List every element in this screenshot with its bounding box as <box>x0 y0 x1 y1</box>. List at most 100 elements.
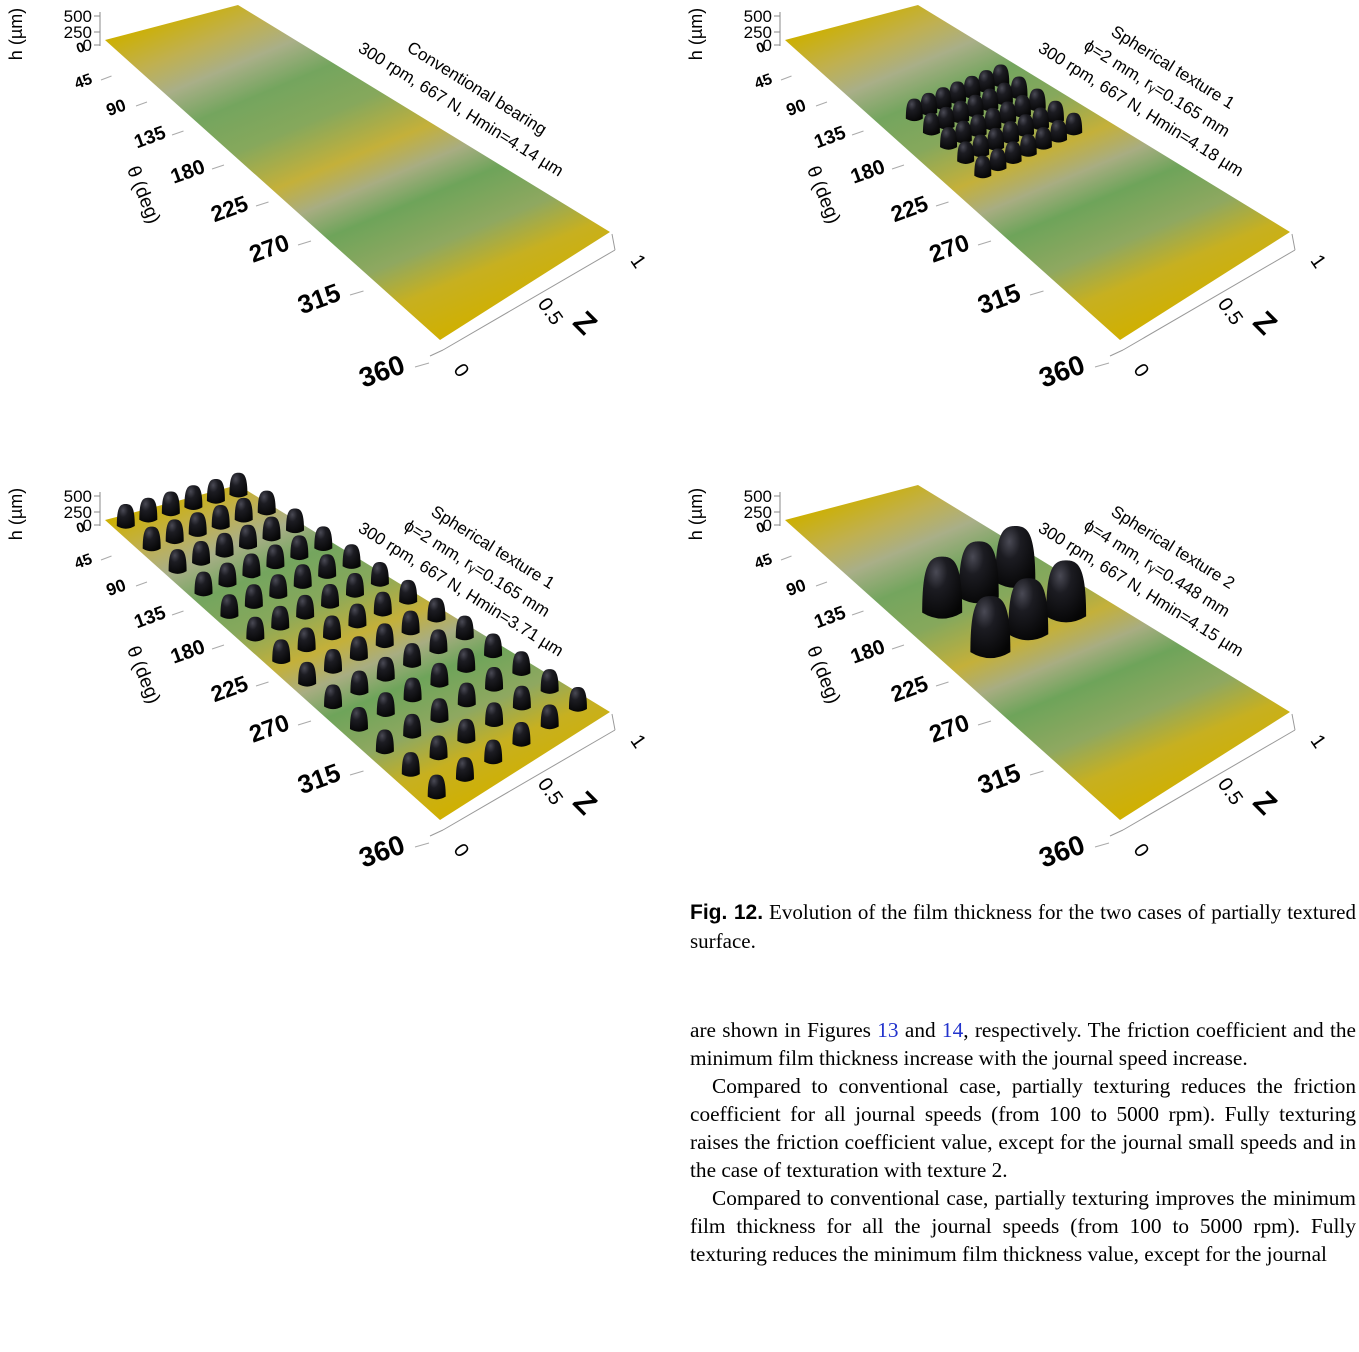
texture-bump <box>970 596 1011 659</box>
theta-tick-label: 45 <box>752 551 774 573</box>
texture-bump <box>430 698 449 723</box>
text: Compared to conventional case, partially… <box>690 1074 1356 1182</box>
theta-tick-label: 315 <box>294 279 344 320</box>
h-axis-label: h (µm) <box>6 8 26 60</box>
z-tick-label: 0.5 <box>533 294 567 329</box>
texture-bump <box>234 497 253 523</box>
theta-tick <box>1029 290 1044 296</box>
texture-bump <box>318 554 337 579</box>
theta-axis-end <box>1109 829 1124 837</box>
theta-tick-label: 270 <box>246 709 293 748</box>
texture-bump <box>1032 107 1050 131</box>
texture-bump <box>349 706 368 732</box>
texture-bump <box>1004 141 1022 164</box>
texture-bump <box>430 662 449 688</box>
z-axis-edge <box>611 233 616 251</box>
texture-bump <box>934 87 952 110</box>
texture-bump <box>512 651 531 676</box>
texture-bump <box>1028 88 1046 112</box>
z-tick-label: 0.5 <box>1213 294 1247 329</box>
theta-tick <box>297 720 312 726</box>
texture-bump <box>966 94 984 118</box>
texture-bump <box>403 713 422 739</box>
texture-bump <box>342 544 361 569</box>
text: and <box>898 1018 942 1042</box>
film-surface <box>105 5 610 340</box>
z-axis <box>442 729 616 831</box>
texture-bump <box>1017 114 1035 137</box>
texture-bump <box>403 643 422 668</box>
texture-bump <box>403 677 422 703</box>
theta-tick-label: 180 <box>168 155 208 188</box>
theta-tick-label: 180 <box>848 155 888 188</box>
texture-bump <box>165 519 184 545</box>
texture-bump <box>324 684 343 710</box>
texture-bump <box>485 666 504 692</box>
texture-bump <box>999 101 1017 125</box>
theta-tick-label: 45 <box>72 551 94 573</box>
theta-tick-label: 315 <box>974 759 1024 800</box>
texture-bump <box>139 497 158 523</box>
texture-bump <box>1013 95 1031 118</box>
texture-bump <box>298 661 317 687</box>
texture-bump <box>987 127 1005 151</box>
theta-tick-label: 360 <box>1035 349 1089 394</box>
theta-tick-label: 225 <box>888 671 932 707</box>
h-axis-label: h (µm) <box>686 8 706 60</box>
texture-bump <box>485 702 504 728</box>
texture-bump <box>957 141 975 164</box>
texture-bump <box>512 722 531 747</box>
z-axis <box>1122 249 1296 351</box>
texture-bump <box>969 114 987 137</box>
texture-bump <box>974 155 992 179</box>
texture-bump <box>242 553 261 579</box>
theta-tick <box>1094 362 1110 368</box>
theta-tick-label: 135 <box>812 602 849 633</box>
texture-bump <box>376 656 395 682</box>
texture-bump <box>922 556 963 619</box>
texture-bump <box>142 526 161 552</box>
body-text: are shown in Figures 13 and 14, respecti… <box>690 1016 1356 1352</box>
texture-bump <box>1010 76 1028 100</box>
texture-bump <box>457 682 476 708</box>
h-tick-label: 250 <box>744 503 772 522</box>
theta-tick <box>255 201 269 207</box>
figure-link[interactable]: 14 <box>941 1018 964 1042</box>
theta-axis-label: θ (deg) <box>802 163 844 227</box>
z-tick-label: 1 <box>626 731 650 753</box>
texture-bump <box>297 627 316 653</box>
h-tick-label: 500 <box>744 487 772 506</box>
film-surface <box>785 485 1290 820</box>
z-tick-label: 0 <box>1129 840 1153 862</box>
texture-bump <box>220 594 239 619</box>
paragraph: Compared to conventional case, partially… <box>690 1184 1356 1268</box>
theta-tick-label: 225 <box>208 191 252 227</box>
texture-bump <box>989 148 1007 172</box>
theta-tick-label: 270 <box>926 709 973 748</box>
theta-tick <box>780 555 792 561</box>
texture-bump <box>218 562 237 588</box>
z-axis-label: Z <box>567 785 603 821</box>
theta-axis-label: θ (deg) <box>122 163 164 227</box>
theta-tick-label: 90 <box>103 95 128 120</box>
theta-tick-label: 180 <box>168 635 208 668</box>
texture-bump <box>457 718 476 744</box>
texture-bump <box>540 704 559 730</box>
theta-tick-label: 315 <box>974 279 1024 320</box>
texture-bump <box>937 106 955 130</box>
theta-tick-label: 135 <box>812 122 849 153</box>
texture-bump <box>168 549 187 574</box>
z-tick-label: 0 <box>449 840 473 862</box>
theta-tick-label: 45 <box>752 71 774 93</box>
figure-link[interactable]: 13 <box>877 1018 899 1042</box>
texture-bump <box>184 485 203 510</box>
theta-tick-label: 135 <box>132 122 169 153</box>
texture-bump <box>244 584 263 609</box>
texture-bump <box>455 757 474 782</box>
texture-bump <box>375 623 394 649</box>
z-tick-label: 1 <box>626 251 650 273</box>
h-tick-label: 0 <box>763 516 772 535</box>
paragraph: Compared to conventional case, partially… <box>690 1072 1356 1184</box>
